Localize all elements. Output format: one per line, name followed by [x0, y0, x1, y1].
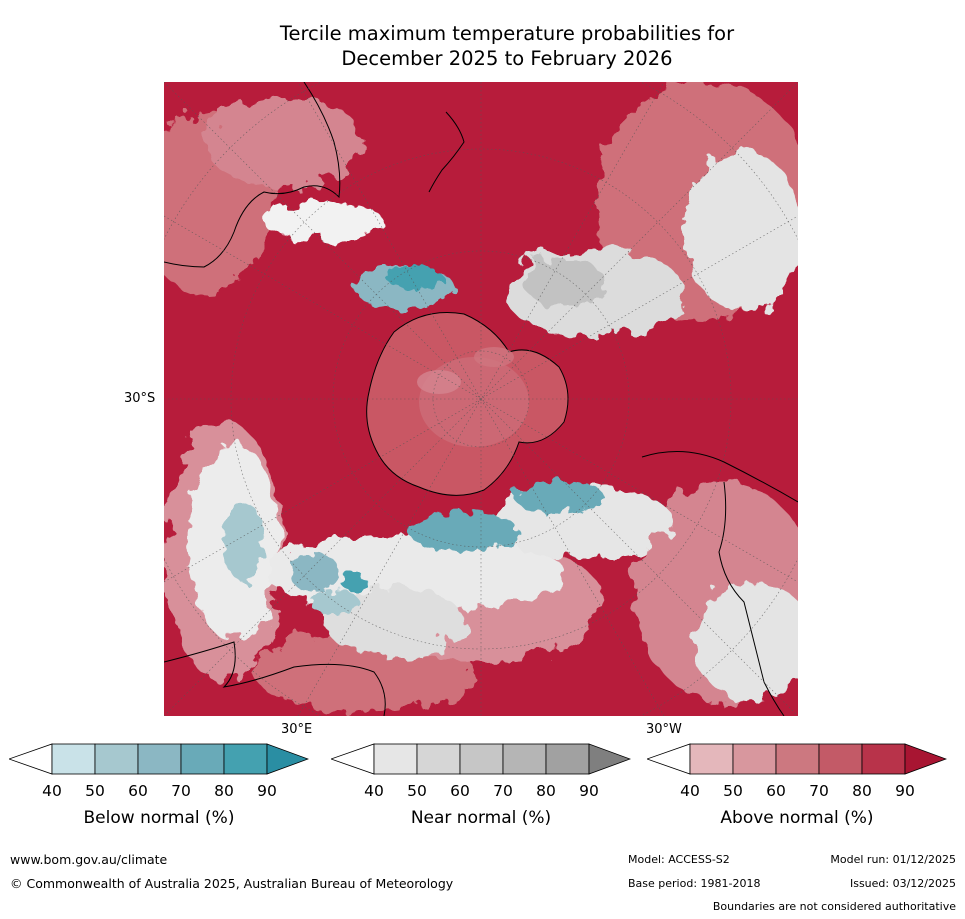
website-link[interactable]: www.bom.gov.au/climate	[10, 852, 168, 867]
base-period: Base period: 1981-2018	[628, 877, 761, 890]
colorbar-title-above-normal: Above normal (%)	[720, 808, 874, 828]
colorbar-title-below-normal: Below normal (%)	[83, 808, 235, 828]
colorbar-tick: 90	[895, 782, 915, 800]
colorbar-above-normal-swatches	[647, 743, 947, 775]
colorbar-near-normal-swatches	[331, 743, 631, 775]
issued-date: Issued: 03/12/2025	[849, 877, 956, 890]
colorbar-above-normal: 40 50 60 70 80 90 Above normal (%)	[647, 742, 947, 837]
colorbar-tick: 50	[723, 782, 743, 800]
colorbar-below-normal-swatches	[9, 743, 309, 775]
map-title-line1: Tercile maximum temperature probabilitie…	[279, 22, 735, 45]
colorbar-tick: 70	[171, 782, 191, 800]
probability-map	[164, 82, 798, 716]
graticule	[164, 82, 798, 716]
australia-coastline	[164, 82, 341, 268]
colorbar-tick: 50	[407, 782, 427, 800]
colorbar-tick: 70	[493, 782, 513, 800]
colorbar-tick: 80	[214, 782, 234, 800]
colorbar-tick: 60	[128, 782, 148, 800]
longitude-label-30w: 30°W	[646, 722, 682, 737]
africa-coastline	[164, 641, 386, 716]
colorbar-below-normal: 40 50 60 70 80 90 Below normal (%)	[9, 742, 309, 837]
map-title: Tercile maximum temperature probabilitie…	[0, 21, 965, 71]
colorbar-tick: 60	[450, 782, 470, 800]
south-america-coastline	[641, 451, 798, 503]
colorbar-tick: 80	[852, 782, 872, 800]
colorbar-tick: 90	[257, 782, 277, 800]
colorbar-title-near-normal: Near normal (%)	[410, 808, 552, 828]
below-normal-regions	[224, 265, 604, 614]
colorbar-tick: 80	[536, 782, 556, 800]
copyright-text: © Commonwealth of Australia 2025, Austra…	[10, 876, 454, 891]
boundaries-disclaimer: Boundaries are not considered authoritat…	[712, 900, 956, 913]
colorbar-tick: 70	[809, 782, 829, 800]
longitude-label-30e: 30°E	[281, 722, 313, 737]
colorbar-tick: 60	[766, 782, 786, 800]
colorbar-near-normal: 40 50 60 70 80 90 Near normal (%)	[331, 742, 631, 837]
colorbar-tick: 40	[680, 782, 700, 800]
model-run-date: Model run: 01/12/2025	[830, 853, 956, 866]
map-canvas	[164, 82, 798, 716]
colorbar-tick: 50	[85, 782, 105, 800]
antarctica-landmass	[366, 311, 569, 496]
model-name: Model: ACCESS-S2	[628, 853, 730, 866]
latitude-label-30s: 30°S	[124, 391, 156, 406]
colorbar-tick: 90	[579, 782, 599, 800]
new-zealand-coastline	[428, 111, 465, 193]
colorbar-tick: 40	[42, 782, 62, 800]
coastlines	[164, 82, 798, 716]
south-america-east-coast	[718, 481, 785, 716]
colorbar-tick: 40	[364, 782, 384, 800]
map-title-line2: December 2025 to February 2026	[341, 47, 673, 70]
